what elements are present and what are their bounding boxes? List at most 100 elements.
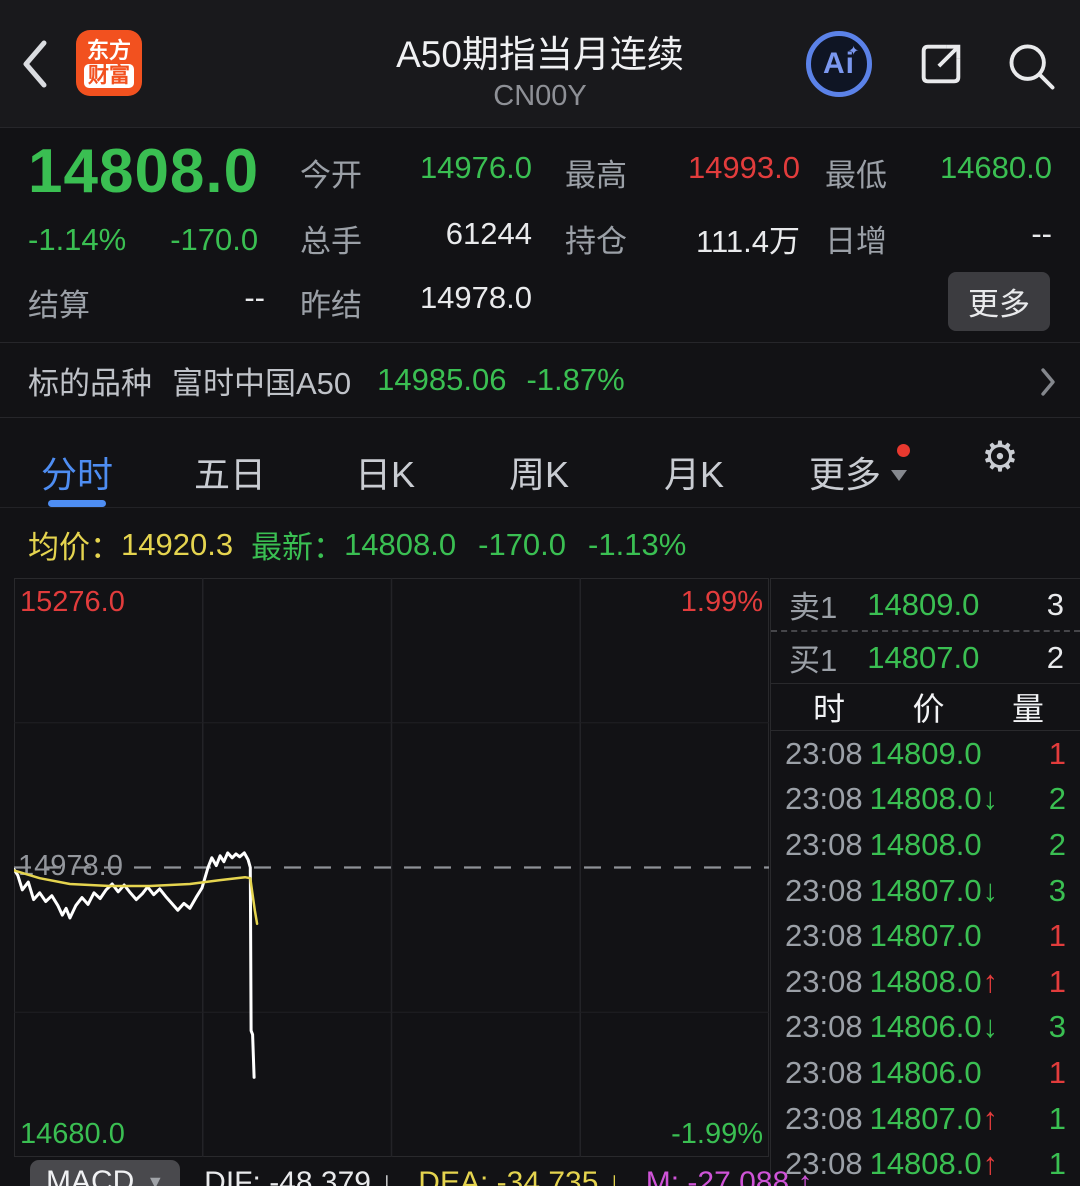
panel-divider: [771, 683, 1080, 684]
tick-direction-icon: ↑: [982, 1100, 999, 1136]
tick-direction-icon: ↓: [982, 1009, 999, 1045]
macd-dif: DIF: -48.379 ↓: [204, 1166, 395, 1186]
tick-row: 23:08 14808.0↑ 1: [771, 959, 1080, 1005]
notification-dot: [897, 444, 910, 457]
macd-selector-button[interactable]: MACD ▼: [30, 1160, 181, 1186]
tick-row: 23:08 14808.0↑ 1: [771, 1141, 1080, 1186]
ai-icon: Ai: [823, 47, 855, 80]
col-header-volume: 量: [1011, 691, 1044, 727]
tick-row: 23:08 14806.0 1: [771, 1050, 1080, 1096]
share-button[interactable]: [915, 38, 967, 95]
tab-weekly-k[interactable]: 周K: [508, 454, 570, 495]
macd-m: M: -27.088 ↑: [645, 1166, 813, 1186]
field-label-open: 今开: [300, 158, 362, 193]
ai-assistant-button[interactable]: Ai ✦: [806, 31, 872, 97]
search-button[interactable]: [1005, 40, 1059, 99]
field-label-volume: 总手: [300, 224, 362, 259]
price-change: -1.14% -170.0: [28, 222, 258, 258]
chart-settings-button[interactable]: ⚙: [981, 432, 1019, 481]
active-tab-underline: [48, 500, 106, 507]
chart-period-tabs: 分时 五日 日K 周K 月K 更多 ⚙: [0, 418, 1080, 508]
tick-volume: 1: [1048, 918, 1066, 954]
underlying-label: 标的品种: [28, 365, 152, 401]
field-value-volume: 61244: [445, 216, 532, 251]
tab-five-day[interactable]: 五日: [193, 454, 267, 495]
tick-direction-icon: ↑: [982, 963, 999, 999]
tick-time: 23:08: [785, 918, 863, 954]
tick-price: 14807.0↓: [869, 872, 999, 908]
back-chevron-icon: [23, 40, 47, 88]
avg-price-label: 均价：: [28, 530, 121, 565]
tick-row: 23:08 14808.0 2: [771, 822, 1080, 868]
macd-label: MACD: [46, 1165, 135, 1186]
change-value: -170.0: [170, 222, 259, 257]
field-value-open: 14976.0: [419, 150, 532, 185]
order-book-panel: 卖1 14809.0 3 买1 14807.0 2 时 价 量 23:08 148…: [770, 578, 1080, 1186]
chart-max-percent-label: 1.99%: [680, 586, 763, 618]
eastmoney-logo[interactable]: 东方 财富: [76, 30, 142, 96]
tick-direction-icon: ↑: [982, 1146, 999, 1182]
tick-time: 23:08: [785, 781, 863, 817]
ask-label: 卖1: [789, 590, 838, 625]
tab-minute[interactable]: 分时: [40, 454, 114, 495]
page-title: A50期指当月连续: [396, 34, 684, 75]
col-header-time: 时: [813, 691, 846, 727]
tick-price: 14808.0↑: [869, 1146, 999, 1182]
tick-list[interactable]: 23:08 14809.0 1 23:08 14808.0↓ 2 23:08 14808.0 2…: [771, 731, 1080, 1186]
field-label-open-interest: 持仓: [565, 224, 627, 259]
tick-price: 14807.0: [869, 918, 982, 954]
field-label-prev-settlement: 昨结: [300, 288, 362, 323]
avg-price-value: 14920.3: [121, 526, 234, 562]
bid-row[interactable]: 买1 14807.0 2: [771, 632, 1080, 683]
underlying-price: 14985.06: [377, 362, 507, 397]
logo-text-top: 东方: [86, 37, 131, 63]
tab-daily-k[interactable]: 日K: [354, 454, 416, 495]
underlying-name: 富时中国A50: [172, 365, 352, 401]
tick-price: 14808.0↑: [869, 963, 999, 999]
tick-price: 14806.0: [869, 1054, 982, 1090]
field-value-low: 14680.0: [939, 150, 1052, 185]
col-header-price: 价: [912, 691, 945, 727]
tick-table-header: 时 价 量: [771, 684, 1080, 730]
tick-volume: 2: [1048, 826, 1066, 862]
tick-time: 23:08: [785, 735, 863, 771]
tick-row: 23:08 14807.0↑ 1: [771, 1096, 1080, 1142]
tab-more[interactable]: 更多: [808, 454, 882, 495]
back-button[interactable]: [20, 38, 60, 92]
tab-monthly-k[interactable]: 月K: [663, 454, 725, 495]
tick-time: 23:08: [785, 826, 863, 862]
field-label-high: 最高: [565, 158, 627, 193]
macd-dea: DEA: -34.735 ↓: [418, 1166, 622, 1186]
tick-time: 23:08: [785, 1054, 863, 1090]
tick-time: 23:08: [785, 1146, 863, 1182]
intraday-chart[interactable]: 15276.0 1.99% 14680.0 -1.99% 14978.0: [0, 578, 770, 1157]
more-fields-button[interactable]: 更多: [948, 272, 1050, 331]
bid-price: 14807.0: [867, 639, 980, 675]
more-tab-caret-icon: [891, 470, 907, 481]
orderbook-dashed-divider: [771, 630, 1080, 632]
logo-text-bottom: 财富: [84, 63, 134, 88]
tick-price: 14809.0: [869, 735, 982, 771]
field-label-settlement: 结算: [28, 288, 90, 323]
field-value-prev-settlement: 14978.0: [419, 280, 532, 315]
chart-min-percent-label: -1.99%: [671, 1118, 763, 1150]
tick-volume: 1: [1048, 735, 1066, 771]
bid-volume: 2: [1046, 639, 1064, 675]
tick-volume: 1: [1048, 1146, 1066, 1182]
tick-price: 14808.0: [869, 826, 982, 862]
tick-volume: 3: [1048, 1009, 1066, 1045]
tick-time: 23:08: [785, 872, 863, 908]
underlying-row[interactable]: 标的品种 富时中国A50 14985.06 -1.87%: [0, 342, 1080, 418]
chart-summary-line: 均价： 14920.3 最新： 14808.0 -170.0 -1.13%: [28, 522, 686, 567]
tick-time: 23:08: [785, 963, 863, 999]
field-value-high: 14993.0: [687, 150, 800, 185]
gear-icon: ⚙: [981, 433, 1019, 480]
ask-row[interactable]: 卖1 14809.0 3: [771, 579, 1080, 630]
panel-divider: [771, 730, 1080, 731]
tick-row: 23:08 14808.0↓ 2: [771, 777, 1080, 823]
change-percent: -1.14%: [28, 222, 127, 257]
tick-volume: 3: [1048, 872, 1066, 908]
chart-max-price-label: 15276.0: [20, 586, 125, 618]
symbol-code: CN00Y: [493, 80, 587, 112]
